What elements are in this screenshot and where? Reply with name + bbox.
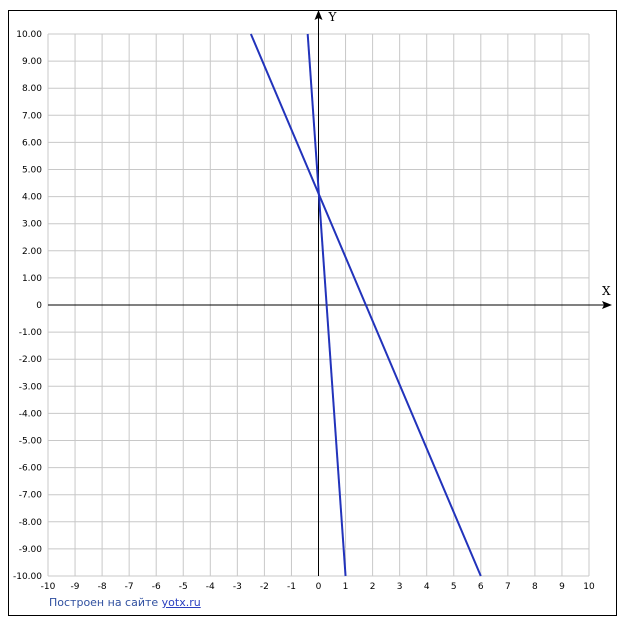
x-tick-label: -1 xyxy=(287,582,296,592)
y-tick-label: 5.00 xyxy=(22,166,42,176)
x-tick-label: -10 xyxy=(41,582,56,592)
y-axis-arrow xyxy=(314,10,323,20)
y-axis-label: Y xyxy=(328,10,338,24)
x-tick-label: 2 xyxy=(370,582,376,592)
footer-text: Построен на сайте xyxy=(49,596,159,609)
y-tick-label: 6.00 xyxy=(22,138,42,148)
y-tick-label: -7.00 xyxy=(19,491,43,501)
x-tick-label: -4 xyxy=(206,582,215,592)
y-tick-label: -5.00 xyxy=(19,437,43,447)
y-tick-label: -8.00 xyxy=(19,518,43,528)
x-tick-label: 4 xyxy=(424,582,430,592)
footer: Построен на сайте yotx.ru xyxy=(49,596,201,609)
x-tick-label: -5 xyxy=(179,582,188,592)
x-axis-label: X xyxy=(602,284,611,298)
x-tick-label: 0 xyxy=(316,582,322,592)
y-tick-label: -9.00 xyxy=(19,545,43,555)
x-tick-label: -2 xyxy=(260,582,269,592)
x-tick-label: 10 xyxy=(583,582,595,592)
x-tick-label: 7 xyxy=(505,582,511,592)
site-link[interactable]: yotx.ru xyxy=(161,596,201,609)
series-line-2 xyxy=(306,33,347,577)
x-tick-label: -9 xyxy=(71,582,80,592)
x-tick-label: 1 xyxy=(343,582,349,592)
y-tick-label: 2.00 xyxy=(22,247,42,257)
x-tick-label: 9 xyxy=(559,582,565,592)
y-tick-label: 9.00 xyxy=(22,57,42,67)
series-line-1 xyxy=(249,33,482,577)
x-tick-label: -6 xyxy=(152,582,161,592)
y-tick-label: 7.00 xyxy=(22,111,42,121)
y-tick-label: 0 xyxy=(36,301,42,311)
y-tick-label: 10.00 xyxy=(16,30,42,40)
x-tick-label: -7 xyxy=(125,582,134,592)
y-tick-label: -1.00 xyxy=(19,328,43,338)
y-tick-labels: 10.00 9.00 8.00 7.00 6.00 5.00 4.00 3.00 2.00 1.0… xyxy=(13,30,42,582)
y-tick-label: 4.00 xyxy=(22,193,42,203)
x-axis-arrow xyxy=(602,301,612,309)
y-tick-label: 8.00 xyxy=(22,84,42,94)
y-tick-label: 1.00 xyxy=(22,274,42,284)
x-tick-labels: -10 -9 -8 -7 -6 -5 -4 -3 -2 -1 0 1 2 3 4 5 6 7 8 9 10 xyxy=(41,582,595,592)
x-tick-label: -8 xyxy=(98,582,107,592)
y-tick-label: -2.00 xyxy=(19,355,43,365)
x-tick-label: 6 xyxy=(478,582,484,592)
x-tick-label: 3 xyxy=(397,582,403,592)
y-tick-label: -3.00 xyxy=(19,382,43,392)
y-tick-label: 3.00 xyxy=(22,220,42,230)
x-tick-label: 5 xyxy=(451,582,457,592)
x-tick-label: 8 xyxy=(532,582,538,592)
axes xyxy=(48,10,612,576)
x-tick-label: -3 xyxy=(233,582,242,592)
y-tick-label: -10.00 xyxy=(13,572,42,582)
series-group xyxy=(249,33,482,577)
y-tick-label: -6.00 xyxy=(19,464,43,474)
y-tick-label: -4.00 xyxy=(19,409,43,419)
